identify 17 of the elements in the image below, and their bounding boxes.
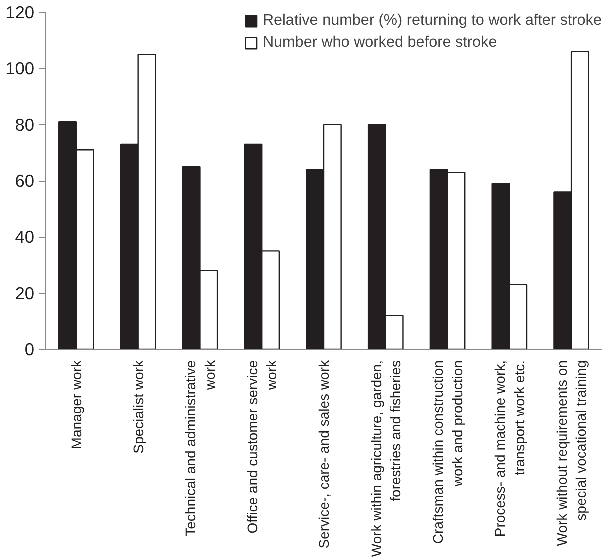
legend-label: Number who worked before stroke: [262, 34, 498, 52]
x-tick-label: Specialist work: [130, 360, 146, 454]
y-tick-label: 0: [24, 340, 35, 360]
y-tick-label: 60: [15, 171, 35, 191]
y-tick-label: 120: [6, 2, 35, 22]
y-tick-label: 40: [15, 227, 35, 248]
y-tick-label: 20: [15, 283, 35, 304]
x-tick-label: Service-, care- and sales work: [316, 360, 332, 549]
x-tick-label: Technical and administrative work: [182, 360, 218, 536]
x-tick-label: Work without requirements on special vocational training: [554, 360, 590, 546]
y-tick-label: 80: [15, 114, 35, 135]
legend-label: Relative number (%) returning to work after stroke: [262, 12, 602, 30]
x-tick-label: Work within agriculture, garden, forestries and fisheries: [368, 360, 404, 558]
x-tick-label: Process- and machine work, transport work etc.: [492, 360, 528, 538]
x-tick-label: Manager work: [68, 360, 84, 450]
y-tick-label: 100: [6, 58, 35, 79]
x-tick-label: Office and customer service work: [244, 360, 280, 534]
